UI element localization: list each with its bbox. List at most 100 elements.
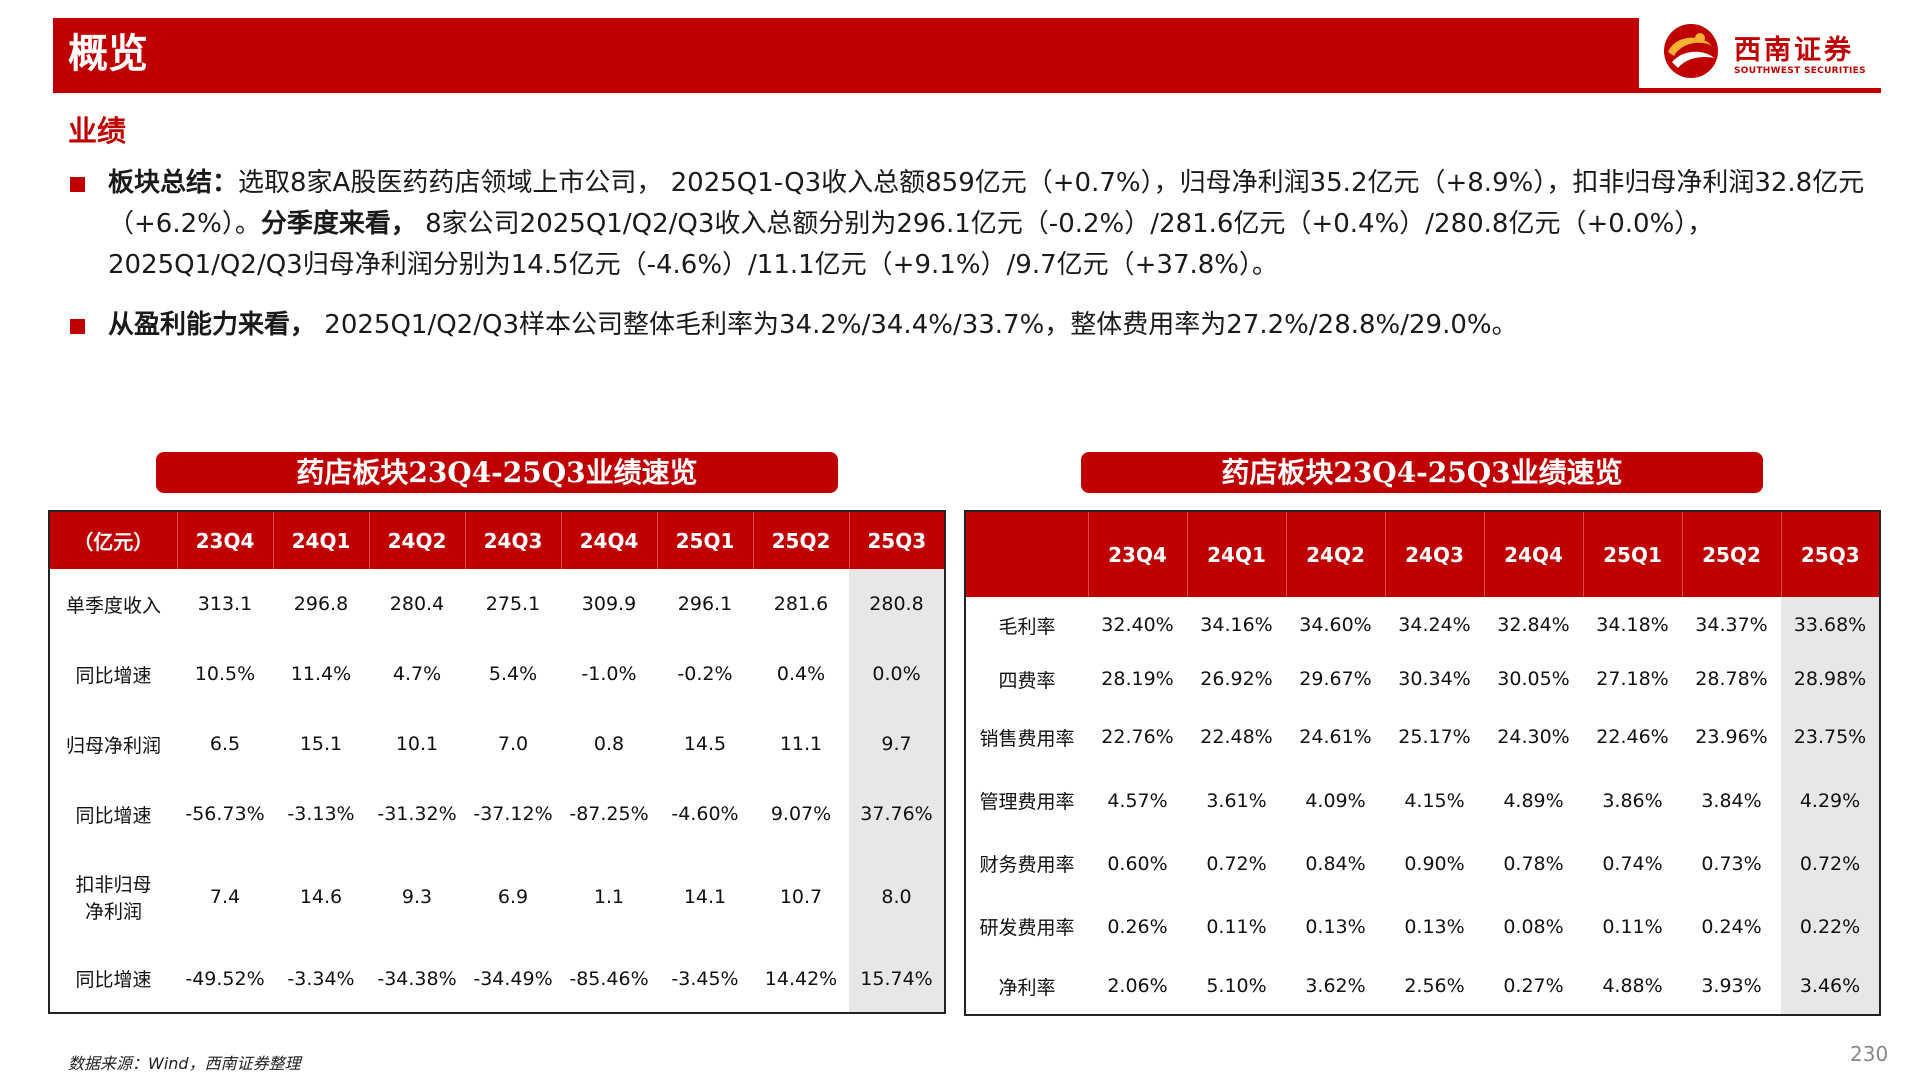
- table-cell: 34.18%: [1596, 614, 1669, 636]
- column-header: 25Q2: [752, 511, 849, 569]
- bullet-summary: 板块总结：选取8家A股医药药店领域上市公司， 2025Q1-Q3收入总额859亿…: [68, 163, 1883, 286]
- table-cell: 0.90%: [1404, 852, 1465, 875]
- table-cell: 281.6: [773, 593, 829, 615]
- table-cell: 0.24%: [1701, 915, 1762, 938]
- table-cell: 9.3: [401, 886, 433, 908]
- column-header: 24Q1: [272, 511, 369, 569]
- table-cell: 275.1: [485, 593, 541, 615]
- table-cell: -3.34%: [287, 967, 355, 990]
- column-header: 25Q3: [848, 511, 945, 569]
- column-header: 24Q4: [1483, 511, 1583, 597]
- table-cell-highlight: 15.74%: [849, 945, 945, 1013]
- table-cell-highlight: 280.8: [849, 569, 945, 639]
- section-label: 业绩: [68, 114, 127, 148]
- table-cell: 4.7%: [392, 663, 442, 685]
- table-cell: 296.8: [293, 593, 349, 615]
- row-label: 扣非归母 净利润: [49, 849, 177, 945]
- table-cell-highlight: 0.22%: [1781, 895, 1880, 958]
- table-cell: 0.78%: [1503, 852, 1564, 875]
- table-header-row: 23Q4 24Q1 24Q2 24Q3 24Q4 25Q1 25Q2 25Q3: [965, 511, 1880, 597]
- bullet-summary-text: 选取8家A股医药药店领域上市公司， 2025Q1-Q3收入总额859亿元（+0.…: [108, 168, 1865, 239]
- table-cell-highlight: 3.46%: [1781, 958, 1880, 1015]
- table-cell: -0.2%: [677, 663, 733, 685]
- table-cell: 4.57%: [1107, 789, 1168, 812]
- row-label: 毛利率: [998, 615, 1056, 638]
- table-cell: 32.84%: [1497, 614, 1570, 636]
- table-cell-highlight: 33.68%: [1781, 597, 1880, 653]
- table-cell: -34.38%: [377, 967, 457, 990]
- table-row: 同比增速 10.5% 11.4% 4.7% 5.4% -1.0% -0.2% 0…: [49, 639, 945, 709]
- table-cell: 0.4%: [776, 663, 826, 685]
- column-header: 24Q1: [1186, 511, 1286, 597]
- table-cell: 32.40%: [1101, 614, 1174, 636]
- table-cell: 7.4: [209, 886, 241, 908]
- table-cell: 14.5: [683, 733, 727, 755]
- table-cell: 25.17%: [1398, 726, 1471, 748]
- table-cell-highlight: 8.0: [849, 849, 945, 945]
- table-cell: 2.06%: [1107, 975, 1168, 997]
- table-cell: 9.07%: [770, 803, 832, 825]
- table-cell: 296.1: [677, 593, 733, 615]
- header-bar: [53, 18, 1639, 92]
- bullet-profitability-heading: 从盈利能力来看，: [108, 310, 317, 340]
- table-cell: 27.18%: [1596, 668, 1669, 690]
- table-cell: -56.73%: [185, 803, 265, 825]
- table-cell-highlight: 9.7: [849, 709, 945, 779]
- table-cell: 28.19%: [1101, 668, 1174, 690]
- column-header: 24Q2: [1285, 511, 1385, 597]
- column-header: 25Q1: [1582, 511, 1682, 597]
- data-source-note: 数据来源：Wind，西南证券整理: [68, 1054, 301, 1073]
- table-row: 同比增速 -56.73% -3.13% -31.32% -37.12% -87.…: [49, 779, 945, 849]
- table-row: 管理费用率 4.57% 3.61% 4.09% 4.15% 4.89% 3.86…: [965, 769, 1880, 832]
- table-row: 四费率 28.19% 26.92% 29.67% 30.34% 30.05% 2…: [965, 653, 1880, 705]
- table-cell: -3.13%: [287, 803, 355, 825]
- bullet-square-icon: [70, 177, 85, 192]
- table-cell: -49.52%: [185, 967, 265, 990]
- table-cell: 3.62%: [1305, 975, 1366, 997]
- table-cell: 11.1: [779, 733, 823, 755]
- table-cell: 23.96%: [1695, 726, 1768, 748]
- table-cell: 10.1: [395, 733, 439, 755]
- performance-table: （亿元） 23Q4 24Q1 24Q2 24Q3 24Q4 25Q1 25Q2 …: [48, 510, 946, 1014]
- table-cell: 26.92%: [1200, 668, 1273, 690]
- table-row: 扣非归母 净利润 7.4 14.6 9.3 6.9 1.1 14.1 10.7 …: [49, 849, 945, 945]
- table-cell: 1.1: [593, 886, 625, 908]
- table-cell: 34.60%: [1299, 614, 1372, 636]
- right-table-caption: 药店板块23Q4-25Q3业绩速览: [1081, 452, 1763, 493]
- table-cell: 0.60%: [1107, 852, 1168, 875]
- table-cell: 4.88%: [1602, 975, 1663, 997]
- bullet-summary-heading: 板块总结：: [108, 168, 239, 198]
- table-cell: 0.08%: [1503, 915, 1564, 938]
- row-label: 净利率: [998, 976, 1056, 999]
- table-cell-highlight: 28.98%: [1781, 653, 1880, 705]
- table-cell: 309.9: [581, 593, 637, 615]
- table-cell: -87.25%: [569, 803, 649, 825]
- row-label-line: 扣非归母: [75, 874, 152, 896]
- table-cell: 22.46%: [1596, 726, 1669, 748]
- table-cell: 0.72%: [1206, 852, 1267, 875]
- table-cell: -34.49%: [473, 967, 553, 990]
- column-header: 23Q4: [176, 511, 273, 569]
- column-header: 24Q4: [560, 511, 657, 569]
- table-cell: 0.73%: [1701, 852, 1762, 875]
- table-cell: 34.37%: [1695, 614, 1768, 636]
- page-number: 230: [1850, 1042, 1889, 1066]
- table-cell: 3.61%: [1206, 789, 1267, 812]
- row-label: 销售费用率: [979, 727, 1075, 750]
- table-row: 净利率 2.06% 5.10% 3.62% 2.56% 0.27% 4.88% …: [965, 958, 1880, 1015]
- column-header: 25Q3: [1780, 511, 1880, 597]
- table-cell: 0.74%: [1602, 852, 1663, 875]
- table-cell: 0.84%: [1305, 852, 1366, 875]
- row-label: 同比增速: [75, 664, 152, 687]
- table-cell: 4.15%: [1404, 789, 1465, 812]
- table-cell: 11.4%: [290, 663, 352, 685]
- table-row: 同比增速 -49.52% -3.34% -34.38% -34.49% -85.…: [49, 945, 945, 1013]
- row-label: 单季度收入: [65, 594, 161, 617]
- table-cell-highlight: 0.0%: [849, 639, 945, 709]
- page-title: 概览: [68, 31, 148, 77]
- row-label: 同比增速: [75, 969, 152, 991]
- table-cell: 30.05%: [1497, 668, 1570, 690]
- table-cell: 6.5: [209, 733, 241, 755]
- table-cell: 34.16%: [1200, 614, 1273, 636]
- table-cell: 3.93%: [1701, 975, 1762, 997]
